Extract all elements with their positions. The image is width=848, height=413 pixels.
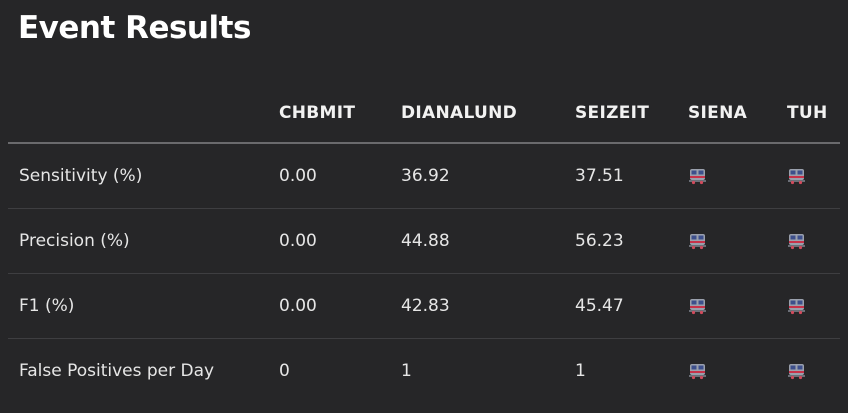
table-row: F1 (%) 0.00 42.83 45.47 — [8, 273, 840, 339]
tuh-cell — [776, 273, 840, 339]
metric-label: Sensitivity (%) — [8, 143, 268, 209]
column-header-tuh: TUH — [776, 84, 840, 144]
train-icon — [688, 362, 707, 380]
siena-cell — [677, 339, 776, 404]
siena-cell — [677, 208, 776, 274]
siena-cell — [677, 143, 776, 209]
chbmit-value: 0.00 — [268, 143, 390, 209]
tuh-cell — [776, 339, 840, 404]
metric-label: F1 (%) — [8, 273, 268, 339]
table-row: False Positives per Day 0 1 1 — [8, 339, 840, 404]
table-header-row: CHBMIT DIANALUND SEIZEIT SIENA TUH — [8, 84, 840, 144]
dianalund-value: 44.88 — [390, 208, 564, 274]
dianalund-value: 36.92 — [390, 143, 564, 209]
train-icon — [787, 167, 806, 185]
column-header-seizeit: SEIZEIT — [564, 84, 677, 144]
column-header-chbmit: CHBMIT — [268, 84, 390, 144]
seizeit-value: 1 — [575, 361, 586, 381]
tuh-cell — [776, 208, 840, 274]
train-icon — [787, 232, 806, 250]
table-row: Sensitivity (%) 0.00 36.92 37.51 — [8, 143, 840, 209]
column-header-dianalund: DIANALUND — [390, 84, 564, 144]
metric-label: False Positives per Day — [19, 361, 215, 381]
column-header-siena: SIENA — [677, 84, 776, 144]
page-title: Event Results — [18, 10, 251, 46]
chbmit-value: 0.00 — [268, 208, 390, 274]
siena-cell — [677, 273, 776, 339]
train-icon — [787, 362, 806, 380]
dianalund-value: 1 — [401, 361, 412, 381]
dianalund-value: 42.83 — [390, 273, 564, 339]
train-icon — [688, 232, 707, 250]
metric-label: Precision (%) — [8, 208, 268, 274]
train-icon — [787, 297, 806, 315]
event-results-table: CHBMIT DIANALUND SEIZEIT SIENA TUH Sensi… — [8, 84, 840, 403]
train-icon — [688, 297, 707, 315]
table-row: Precision (%) 0.00 44.88 56.23 — [8, 208, 840, 274]
seizeit-value: 45.47 — [564, 273, 677, 339]
seizeit-value: 37.51 — [564, 143, 677, 209]
column-header-metric — [8, 84, 268, 144]
train-icon — [688, 167, 707, 185]
seizeit-value: 56.23 — [564, 208, 677, 274]
chbmit-value: 0 — [279, 361, 290, 381]
chbmit-value: 0.00 — [268, 273, 390, 339]
tuh-cell — [776, 143, 840, 209]
